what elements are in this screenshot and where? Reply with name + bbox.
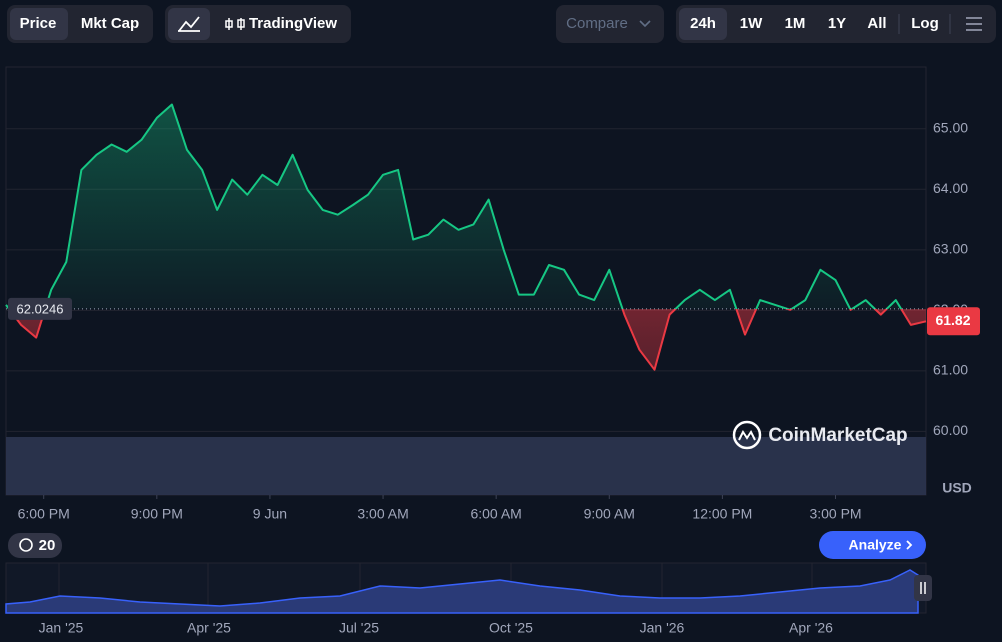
tradingview-button[interactable]: TradingView <box>249 15 337 32</box>
navigator-label: Jan '25 <box>39 620 84 636</box>
navigator-handle[interactable] <box>914 575 932 601</box>
settings-icon[interactable] <box>966 17 982 31</box>
x-tick-label: 3:00 PM <box>809 506 861 522</box>
y-axis-label: USD <box>942 480 972 496</box>
watermark-logo-mark <box>738 430 756 441</box>
tab-active <box>10 8 68 40</box>
candle-icon <box>225 18 245 30</box>
reference-box <box>8 297 72 320</box>
navigator-label: Jul '25 <box>339 620 379 636</box>
history-icon <box>19 538 33 552</box>
last-price-box <box>927 307 980 336</box>
range-button[interactable]: 24h <box>690 15 716 32</box>
y-tick-label: 64.00 <box>933 180 968 196</box>
y-tick-label: 60.00 <box>933 422 968 438</box>
range-active <box>679 8 727 40</box>
y-tick-label: 61.00 <box>933 362 968 378</box>
chevron <box>906 540 913 550</box>
log-button[interactable]: Log <box>911 15 939 32</box>
history-count: 20 <box>39 537 56 554</box>
range-button[interactable]: 1Y <box>828 15 846 32</box>
x-tick-label: 6:00 AM <box>470 506 521 522</box>
x-tick-label: 12:00 PM <box>692 506 752 522</box>
volume-band <box>6 437 926 495</box>
x-tick-label: 9:00 PM <box>131 506 183 522</box>
tab[interactable]: Mkt Cap <box>81 15 139 32</box>
last-price-label: 61.82 <box>935 312 970 328</box>
reference-label: 62.0246 <box>17 301 64 316</box>
watermark: CoinMarketCap <box>768 425 907 446</box>
range-button[interactable]: 1M <box>785 15 806 32</box>
navigator-area <box>5 569 919 614</box>
navigator-label: Apr '25 <box>187 620 231 636</box>
x-tick-label: 3:00 AM <box>357 506 408 522</box>
watermark-logo <box>732 420 762 450</box>
x-tick-label: 6:00 PM <box>18 506 70 522</box>
y-tick-label: 65.00 <box>933 119 968 135</box>
y-tick-label: 63.00 <box>933 241 968 257</box>
compare-button[interactable] <box>556 5 664 43</box>
analyze-button[interactable] <box>819 531 926 559</box>
navigator-label: Oct '25 <box>489 620 533 636</box>
range-button[interactable]: All <box>867 15 886 32</box>
range-button[interactable]: 1W <box>740 15 763 32</box>
x-tick-label: 9:00 AM <box>584 506 635 522</box>
history-badge[interactable] <box>8 533 62 558</box>
range-group <box>676 5 996 43</box>
analyze-label: Analyze <box>849 537 902 553</box>
price-area <box>6 104 926 370</box>
line-icon <box>178 16 200 32</box>
navigator-label: Jan '26 <box>640 620 685 636</box>
handle-grip <box>920 582 926 594</box>
chevron <box>639 20 651 28</box>
compare-label: Compare <box>566 15 628 32</box>
navigator-label: Apr '26 <box>789 620 833 636</box>
x-tick-label: 9 Jun <box>253 506 287 522</box>
price-line <box>5 103 927 371</box>
tab[interactable]: Price <box>20 15 57 32</box>
tool-group <box>165 5 351 43</box>
